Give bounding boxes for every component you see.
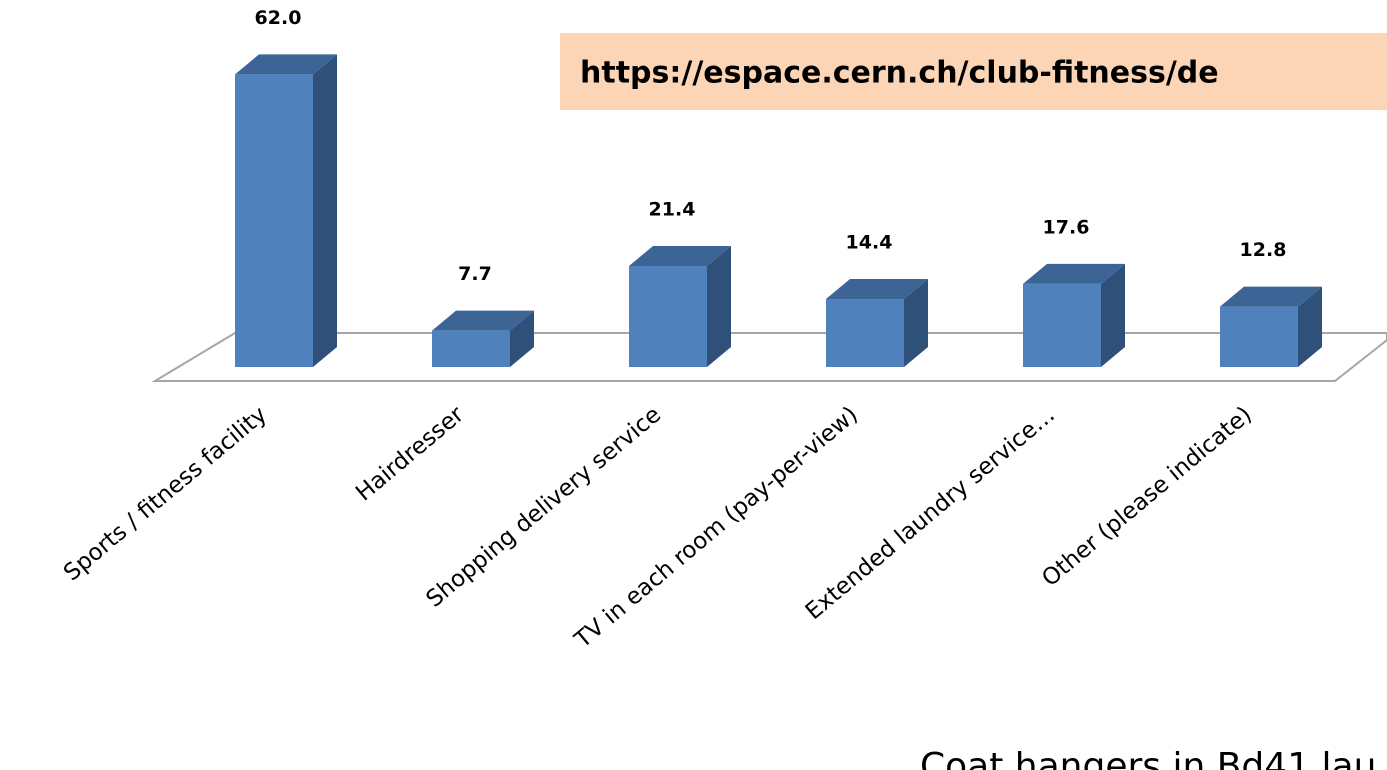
x-tick-label: Shopping delivery service: [422, 402, 667, 613]
bar: [235, 54, 337, 368]
url-banner: https://espace.cern.ch/club-fitness/de: [580, 56, 1219, 91]
bar-top: [1023, 263, 1125, 284]
bar: [629, 245, 731, 367]
bar-top: [629, 245, 731, 266]
value-label: 14.4: [846, 232, 893, 254]
x-tick-label: Other (please indicate): [1037, 402, 1257, 592]
bar-front: [826, 299, 904, 367]
bar-side: [510, 310, 534, 367]
bar: [1023, 263, 1125, 367]
bar-front: [235, 74, 313, 368]
bar-top: [826, 279, 928, 300]
bar-side: [313, 54, 337, 368]
value-label: 17.6: [1043, 216, 1090, 238]
x-tick-label: Sports / fitness facility: [59, 402, 272, 587]
bar-side: [707, 245, 731, 367]
bar-side: [1101, 263, 1125, 367]
bar-side: [904, 279, 928, 367]
value-label: 62.0: [255, 7, 302, 29]
floor: [151, 332, 1387, 382]
bar-front: [629, 265, 707, 367]
url-banner-box: [560, 33, 1387, 110]
bar-top: [235, 54, 337, 75]
footer-text: Coat hangers in Bd41 lau: [920, 746, 1376, 770]
bar-front: [432, 330, 510, 367]
value-label: 7.7: [458, 263, 492, 285]
bar: [826, 279, 928, 367]
value-label: 12.8: [1240, 239, 1287, 261]
bar-top: [432, 310, 534, 331]
bar-side: [1298, 286, 1322, 367]
bar-top: [1220, 286, 1322, 307]
bar: [432, 310, 534, 367]
bar-front: [1220, 306, 1298, 367]
value-label: 21.4: [649, 198, 696, 220]
bar: [1220, 286, 1322, 367]
x-tick-label: Hairdresser: [351, 401, 469, 506]
bar-front: [1023, 283, 1101, 367]
